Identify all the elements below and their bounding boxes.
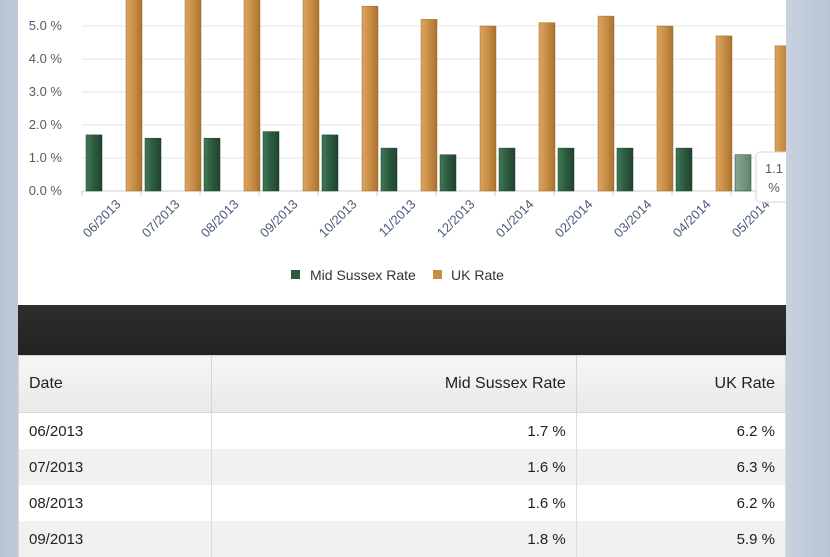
date-column-header[interactable]: Date xyxy=(17,355,213,413)
date-cell: 09/2013 xyxy=(17,521,213,557)
tooltip-box xyxy=(755,151,786,203)
x-tick-label: 01/2014 xyxy=(493,197,537,241)
mid-sussex-cell: 1.7 % xyxy=(211,412,577,449)
y-tick-label: 5.0 % xyxy=(29,18,63,33)
uk-bar[interactable] xyxy=(479,25,497,192)
uk-bar[interactable] xyxy=(125,0,143,192)
mid-sussex-bar[interactable] xyxy=(734,154,752,192)
table-row: 08/2013 1.6 % 6.2 % xyxy=(17,485,787,521)
table-row: 06/2013 1.7 % 6.2 % xyxy=(17,412,787,449)
uk-bar[interactable] xyxy=(538,22,556,192)
mid-sussex-bar[interactable] xyxy=(380,147,398,192)
x-tick-label: 09/2013 xyxy=(257,197,301,241)
mid-sussex-bar[interactable] xyxy=(262,131,280,192)
uk-bar[interactable] xyxy=(361,5,379,192)
tooltip-value: 1.1 xyxy=(765,161,783,176)
uk-bar[interactable] xyxy=(656,25,674,192)
mid-sussex-cell: 1.6 % xyxy=(211,485,577,521)
mid-sussex-cell: 1.8 % xyxy=(211,521,577,557)
uk-cell: 6.2 % xyxy=(575,485,787,521)
uk-bar[interactable] xyxy=(420,19,438,192)
x-tick-label: 04/2014 xyxy=(670,197,714,241)
uk-bar[interactable] xyxy=(715,35,733,192)
legend-swatch-uk xyxy=(433,270,442,279)
x-tick-label: 08/2013 xyxy=(198,197,242,241)
uk-cell: 5.9 % xyxy=(575,521,787,557)
mid-sussex-cell: 1.6 % xyxy=(211,449,577,485)
uk-bar[interactable] xyxy=(243,0,261,192)
uk-cell: 6.3 % xyxy=(575,449,787,485)
date-cell: 08/2013 xyxy=(17,485,213,521)
legend-label-uk[interactable]: UK Rate xyxy=(451,267,504,283)
legend-label-mid-sussex[interactable]: Mid Sussex Rate xyxy=(310,267,416,283)
y-tick-label: 2.0 % xyxy=(29,117,63,132)
date-cell: 07/2013 xyxy=(17,449,213,485)
mid-sussex-bar[interactable] xyxy=(675,147,693,192)
x-tick-label: 11/2013 xyxy=(375,197,418,240)
data-table: Date Mid Sussex Rate UK Rate 06/2013 1.7… xyxy=(17,355,787,557)
uk-cell: 6.2 % xyxy=(575,412,787,449)
date-cell: 06/2013 xyxy=(17,412,213,449)
y-tick-label: 0.0 % xyxy=(29,183,63,198)
mid-sussex-column-header[interactable]: Mid Sussex Rate xyxy=(211,355,577,413)
x-tick-label: 02/2014 xyxy=(552,197,596,241)
mid-sussex-bar[interactable] xyxy=(144,137,162,192)
table-header-band xyxy=(18,305,786,355)
y-tick-label: 3.0 % xyxy=(29,84,63,99)
mid-sussex-bar[interactable] xyxy=(439,154,457,192)
y-tick-label: 1.0 % xyxy=(29,150,63,165)
mid-sussex-bar[interactable] xyxy=(498,147,516,192)
table-header-row: Date Mid Sussex Rate UK Rate xyxy=(17,355,787,413)
mid-sussex-bar[interactable] xyxy=(85,134,103,192)
uk-column-header[interactable]: UK Rate xyxy=(575,355,787,413)
uk-bar[interactable] xyxy=(302,0,320,192)
mid-sussex-bar[interactable] xyxy=(557,147,575,192)
x-tick-label: 05/2014 xyxy=(729,197,773,241)
legend-swatch-mid-sussex xyxy=(291,270,300,279)
x-tick-label: 06/2013 xyxy=(80,197,124,241)
x-tick-label: 03/2014 xyxy=(611,197,655,241)
y-tick-label: 4.0 % xyxy=(29,51,63,66)
table-row: 07/2013 1.6 % 6.3 % xyxy=(17,449,787,485)
tooltip-unit: % xyxy=(768,180,780,195)
x-tick-label: 10/2013 xyxy=(316,197,360,241)
x-tick-label: 07/2013 xyxy=(139,197,183,241)
bar-chart: 0.0 % 1.0 % 2.0 % 3.0 % 4.0 % 5.0 % 06/2013 07… xyxy=(29,0,786,283)
x-tick-label: 12/2013 xyxy=(434,197,478,241)
mid-sussex-bar[interactable] xyxy=(203,137,221,192)
mid-sussex-bar[interactable] xyxy=(616,147,634,192)
mid-sussex-bar[interactable] xyxy=(321,134,339,192)
uk-bar[interactable] xyxy=(597,15,615,192)
table-row: 09/2013 1.8 % 5.9 % xyxy=(17,521,787,557)
uk-bar[interactable] xyxy=(184,0,202,192)
